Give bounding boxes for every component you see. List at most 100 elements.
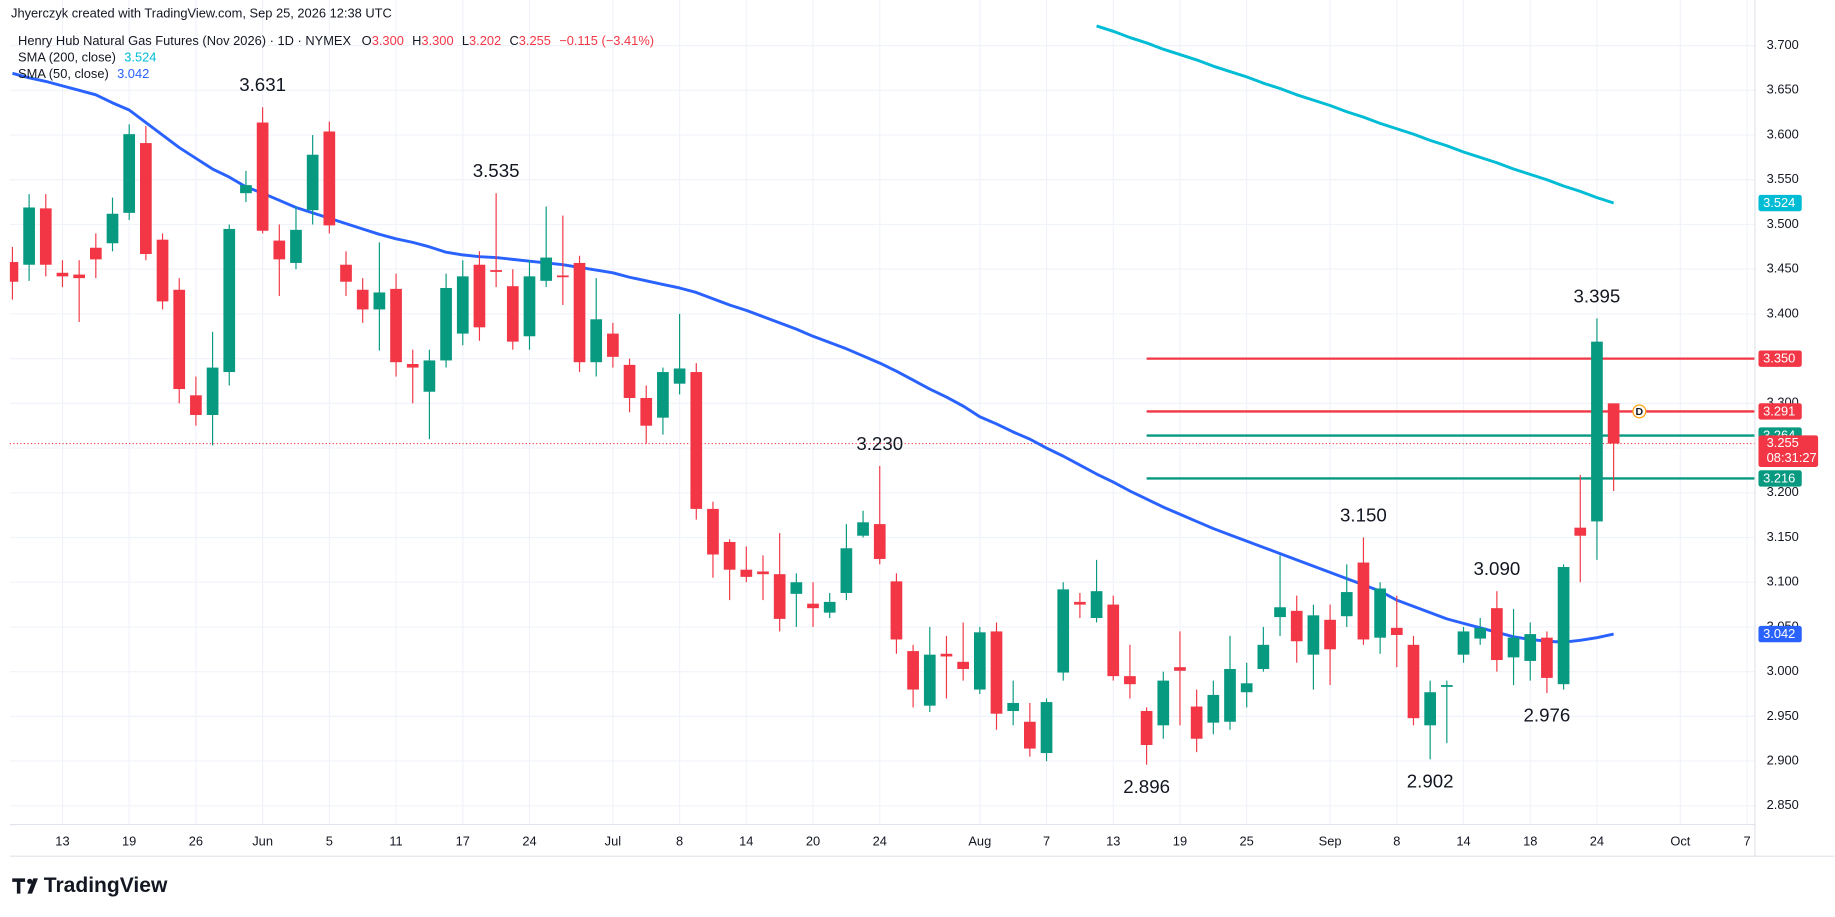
event-marker	[1632, 404, 1647, 419]
sma-price-label: 3.042	[1763, 626, 1795, 641]
candle-body	[1240, 683, 1253, 693]
candle-body	[740, 569, 753, 577]
candle-body	[106, 213, 119, 244]
candle-body	[907, 651, 919, 690]
legend-value: 3.300	[372, 33, 404, 48]
candle-body	[1324, 619, 1336, 650]
legend-sma-value: 3.042	[117, 66, 149, 81]
candle-body	[9, 262, 19, 282]
overlays: 3.631 3.535 3.230 3.150 3.090 3.395 2.896 2.902…	[239, 74, 1647, 797]
candle-body	[173, 289, 186, 390]
x-tick-label: Sep	[1319, 834, 1342, 849]
candle-body	[256, 122, 269, 231]
candle-body	[773, 574, 786, 619]
x-tick-label: 11	[389, 834, 402, 849]
level-price-label: 3.216	[1763, 470, 1795, 485]
candle-body	[923, 654, 936, 706]
price-annotation: 3.230	[856, 433, 903, 454]
candle-body	[823, 601, 836, 613]
candle-body	[306, 154, 319, 211]
candle-body	[1107, 604, 1120, 677]
sma-price-label-box	[1758, 194, 1802, 212]
last-price-box	[1758, 435, 1819, 467]
x-tick-label: 24	[873, 834, 887, 849]
candle-body	[1424, 692, 1437, 726]
x-tick-label: 7	[1743, 834, 1750, 849]
candle-body	[723, 541, 736, 570]
candle-body	[123, 134, 136, 213]
x-tick-label: 19	[122, 834, 136, 849]
legend-sma-value: 3.524	[124, 50, 156, 65]
legend-value: 3.300	[421, 33, 453, 48]
candle-body	[873, 524, 886, 559]
x-tick-label: 26	[189, 834, 203, 849]
candle-body	[573, 262, 586, 363]
candle-body	[1257, 644, 1270, 669]
candle-body	[1507, 637, 1520, 658]
candle-body	[1457, 631, 1470, 655]
price-annotation: 3.631	[239, 74, 286, 95]
candle-body	[356, 289, 369, 310]
x-tick-label: 13	[1106, 834, 1120, 849]
candle-body	[23, 207, 35, 265]
candle-body	[456, 276, 469, 334]
candle-body	[673, 368, 686, 384]
y-tick-label: 3.500	[1767, 216, 1799, 231]
price-annotation: 3.535	[473, 160, 520, 181]
candle-body	[973, 632, 986, 690]
logo-shape	[27, 878, 33, 884]
x-tick-label: 20	[806, 834, 820, 849]
x-tick-label: 19	[1173, 834, 1187, 849]
candle-body	[957, 661, 969, 669]
candle-body	[1190, 706, 1203, 739]
candle-body	[556, 275, 569, 278]
candle-body	[56, 272, 69, 277]
candle-body	[206, 367, 219, 415]
x-tick-label: Jun	[252, 834, 273, 849]
candle-body	[1524, 634, 1537, 661]
candle-body	[1574, 527, 1587, 536]
candle-body	[1541, 637, 1553, 678]
legend-change: −0.115 (−3.41%)	[559, 33, 654, 48]
x-tick-label: 5	[326, 834, 333, 849]
candle-body	[640, 397, 653, 426]
x-tick-label: 8	[676, 834, 683, 849]
candle-body	[1274, 607, 1286, 618]
candle-body	[607, 333, 619, 357]
price-annotation: 3.090	[1473, 558, 1520, 579]
countdown-label: 08:31:27	[1767, 450, 1817, 465]
legend-key: O	[362, 33, 372, 48]
price-annotation: 3.150	[1340, 504, 1387, 525]
candle-body	[1474, 627, 1487, 639]
candle-body	[940, 653, 953, 657]
candle-body	[1290, 610, 1303, 642]
candle-body	[323, 131, 336, 226]
y-tick-label: 3.550	[1767, 171, 1799, 186]
candle-body	[73, 274, 85, 279]
brand-logo	[12, 878, 38, 894]
candle-body	[757, 571, 769, 575]
legend-key: C	[509, 33, 518, 48]
y-tick-label: 3.000	[1767, 663, 1799, 678]
candle-body	[1024, 721, 1036, 749]
candle-body	[390, 288, 402, 363]
candle-body	[1307, 615, 1320, 655]
level-price-label: 3.350	[1763, 351, 1795, 366]
candle-body	[406, 364, 419, 368]
candle-body	[340, 264, 352, 282]
candle-body	[1440, 685, 1453, 687]
candle-body	[590, 319, 603, 363]
x-tick-label: 24	[1590, 834, 1604, 849]
level-price-label-box	[1758, 403, 1802, 420]
x-tick-label: 8	[1393, 834, 1400, 849]
y-tick-label: 3.700	[1767, 37, 1799, 52]
sma-line	[1096, 24, 1615, 205]
candle-body	[490, 270, 502, 272]
candle-body	[1357, 562, 1370, 640]
legend-sma: SMA (50, close) 3.042	[18, 66, 149, 81]
candle-body	[1407, 644, 1420, 719]
sma-price-label: 3.524	[1763, 195, 1795, 210]
candle-body	[1140, 711, 1153, 746]
x-tick-label: 18	[1523, 834, 1537, 849]
